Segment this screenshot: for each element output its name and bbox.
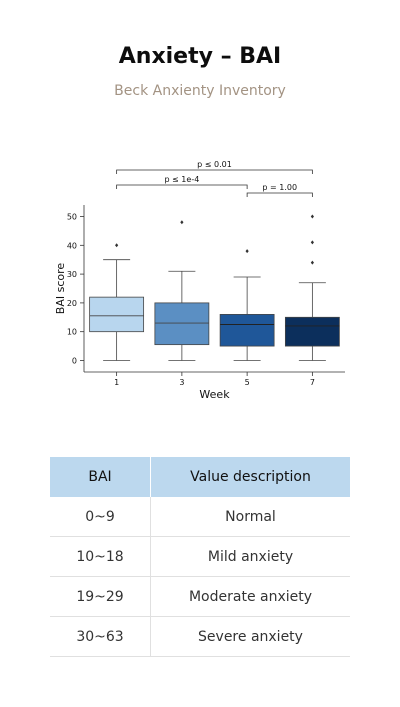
y-tick-label: 20 [67, 299, 77, 308]
significance-bracket [116, 169, 313, 174]
x-tick-label: 3 [179, 378, 184, 387]
table-cell-description: Mild anxiety [150, 536, 350, 577]
page-subtitle: Beck Anxienty Inventory [114, 83, 286, 99]
x-axis-label: Week [199, 388, 230, 401]
outlier-point [245, 249, 249, 254]
table-row: 30~63 Severe anxiety [50, 616, 350, 657]
significance-bracket [116, 184, 248, 189]
x-tick-label: 1 [114, 378, 119, 387]
y-tick-label: 10 [67, 328, 77, 337]
significance-bracket [246, 192, 313, 197]
table-cell-description: Severe anxiety [150, 616, 350, 657]
x-tick-label: 5 [245, 378, 250, 387]
table-row: 19~29 Moderate anxiety [50, 576, 350, 617]
table-header-description: Value description [150, 457, 350, 497]
x-tick-label: 7 [310, 378, 315, 387]
outlier-point [310, 240, 314, 245]
table-cell-description: Normal [150, 497, 350, 537]
outlier-point [310, 214, 314, 219]
table-cell-range: 10~18 [50, 536, 151, 577]
y-tick-label: 0 [72, 356, 77, 365]
box-plot-chart: 0 10 20 30 40 50 1 3 5 7 Week BAI score p = 1.00 p ≤ … [54, 160, 345, 401]
table-header-row: BAI Value description [50, 457, 350, 497]
significance-label: p = 1.00 [262, 183, 297, 192]
table-row: 10~18 Mild anxiety [50, 536, 350, 577]
table-header-bai: BAI [50, 457, 151, 497]
box-week-1 [89, 296, 145, 333]
y-tick-label: 40 [67, 241, 77, 250]
y-tick-label: 50 [67, 213, 77, 222]
box-week-5 [219, 314, 275, 347]
box-week-7 [284, 316, 340, 347]
table-cell-range: 0~9 [50, 497, 151, 537]
significance-label: p ≤ 0.01 [197, 160, 232, 169]
page-title: Anxiety – BAI [118, 44, 282, 69]
table-cell-range: 30~63 [50, 616, 151, 657]
outlier-point [180, 220, 184, 225]
outlier-point [115, 243, 119, 248]
table-cell-range: 19~29 [50, 576, 151, 617]
significance-label: p ≤ 1e-4 [164, 175, 199, 184]
table-cell-description: Moderate anxiety [150, 576, 350, 617]
table-row: 0~9 Normal [50, 497, 350, 537]
bai-table: BAI Value description 0~9 Normal 10~18 M… [50, 457, 350, 657]
y-tick-label: 30 [67, 270, 77, 279]
y-axis-label: BAI score [54, 263, 67, 315]
box-week-3 [154, 302, 210, 346]
outlier-point [310, 260, 314, 265]
